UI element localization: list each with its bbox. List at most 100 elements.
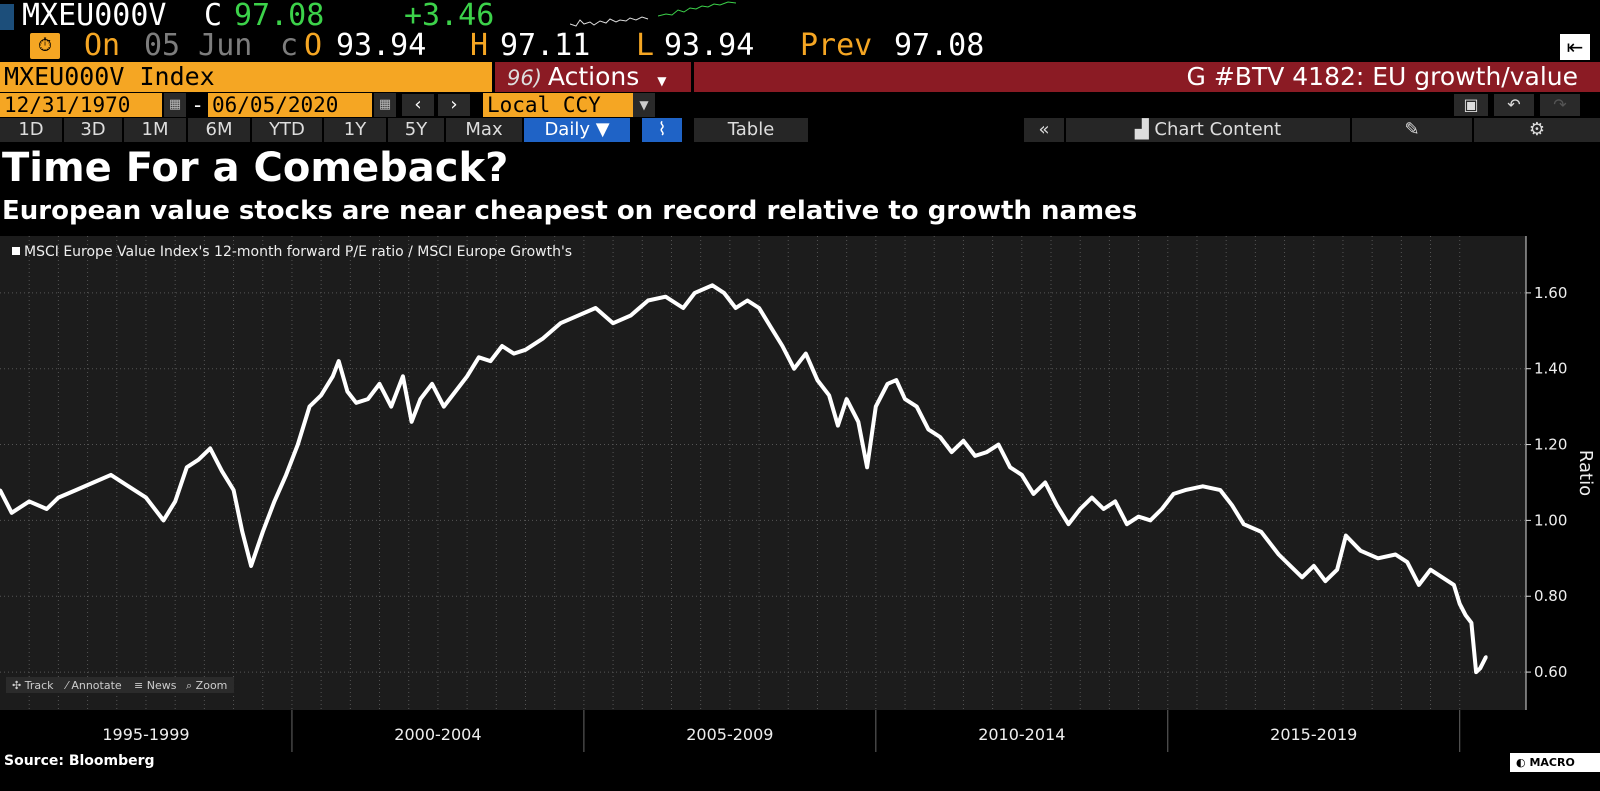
frequency-dropdown[interactable]: Daily ▼ [524,118,630,142]
undo-icon[interactable]: ↶ [1494,94,1534,116]
data-point [354,401,358,405]
exit-icon[interactable]: ⇤ [1560,34,1590,60]
ticker-symbol[interactable]: MXEU000V [22,0,167,33]
data-point [208,446,212,450]
intraday-sparkline-up [658,1,736,17]
data-point [1452,583,1456,587]
zoom-tool[interactable]: ⌕ Zoom [186,679,227,692]
data-point [1102,507,1106,511]
tab-1m[interactable]: 1M [124,118,186,142]
data-point [1230,503,1234,507]
chevron-down-icon: ▼ [657,74,667,88]
data-point [261,530,265,534]
plot-background [0,236,1526,710]
data-point [894,378,898,382]
data-point [1008,465,1012,469]
data-point [1417,583,1421,587]
data-point [1358,549,1363,553]
low-label: L [636,28,655,63]
chevron-down-icon[interactable]: ▼ [633,93,655,117]
data-point [477,355,481,359]
data-point [1405,560,1409,564]
data-point [1300,575,1304,579]
data-point [903,397,907,401]
data-point [1242,522,1246,526]
open-value: 93.94 [336,28,427,63]
tab-max[interactable]: Max [446,118,522,142]
data-point [232,488,236,492]
presentation-icon[interactable]: ▣ [1454,94,1488,116]
brand-logo: ◐ MACRO OPS [1510,753,1600,788]
edit-icon[interactable]: ✎ [1352,118,1472,142]
data-point [1172,492,1176,496]
tab-6m[interactable]: 6M [188,118,250,142]
data-point [1160,507,1164,511]
line-chart-icon[interactable]: ⌇ [642,118,682,142]
data-point [1183,488,1187,492]
data-point [56,496,61,500]
clock-icon[interactable]: ⏱ [30,33,60,59]
data-point [1312,564,1316,568]
data-point [558,321,563,325]
collapse-icon[interactable]: « [1024,118,1064,142]
data-point [220,469,224,473]
data-point [722,291,726,295]
data-point [664,295,668,299]
data-point [780,344,785,348]
calendar-icon[interactable]: ▦ [374,93,396,117]
y-axis-label: Ratio [1575,450,1596,496]
calendar-icon[interactable]: ▦ [164,93,186,117]
actions-label: Actions [547,62,640,91]
ticker-marker [0,4,14,30]
news-tool[interactable]: ≡ News [134,679,177,692]
data-point [734,306,738,310]
range-tabs: 1D 3D 1M 6M YTD 1Y 5Y Max Daily ▼ ⌇ Tabl… [0,118,1600,142]
data-point [576,314,580,318]
annotate-tool[interactable]: ⁄ Annotate [63,679,122,692]
data-point [284,473,288,477]
data-point [319,393,323,397]
forward-arrow-icon[interactable]: › [438,94,470,116]
security-field[interactable]: MXEU000V Index [0,62,492,92]
data-point [1137,515,1141,519]
end-date-field[interactable]: 06/05/2020 [208,93,372,117]
data-point [430,382,434,386]
data-point [453,389,457,394]
y-tick-label: 1.40 [1534,360,1567,378]
tab-5y[interactable]: 5Y [388,118,444,142]
legend-swatch [12,247,20,255]
data-point [10,511,14,515]
table-button[interactable]: Table [694,118,808,142]
x-tick-label: 1995-1999 [102,725,189,744]
data-point [389,405,393,409]
y-tick-label: 0.80 [1534,587,1567,605]
gear-icon[interactable]: ⚙ [1474,118,1600,142]
start-date-field[interactable]: 12/31/1970 [0,93,162,117]
high-label: H [470,28,489,63]
tab-1d[interactable]: 1D [0,118,62,142]
data-point [915,405,919,409]
currency-field[interactable]: Local CCY [483,93,633,117]
legend: MSCI Europe Value Index's 12-month forwa… [12,244,572,260]
prev-value: 97.08 [894,28,985,63]
data-point [377,382,382,386]
ratio-chart[interactable]: 1.60 1.40 1.20 1.00 0.80 0.60 1995-1999 2000-2… [0,236,1600,752]
data-point [366,397,370,401]
data-point [345,389,349,394]
tab-ytd[interactable]: YTD [252,118,322,142]
y-tick-label: 0.60 [1534,663,1567,681]
x-tick-label: 2010-2014 [978,725,1065,744]
data-point [1428,568,1433,572]
data-point [950,450,954,454]
chevron-down-icon: ▼ [595,119,610,140]
chart-content-button[interactable]: ▟ Chart Content [1066,118,1350,142]
back-arrow-icon[interactable]: ‹ [402,94,434,116]
data-point [109,473,113,477]
data-point [196,458,201,462]
tab-1y[interactable]: 1Y [324,118,386,142]
redo-icon[interactable]: ↷ [1540,94,1580,116]
tab-3d[interactable]: 3D [64,118,122,142]
track-tool[interactable]: ✣ Track [12,679,54,692]
command-bar: MXEU000V Index 96) Actions ▼ G #BTV 4182:… [0,62,1600,92]
actions-menu[interactable]: 96) Actions ▼ [495,62,691,92]
